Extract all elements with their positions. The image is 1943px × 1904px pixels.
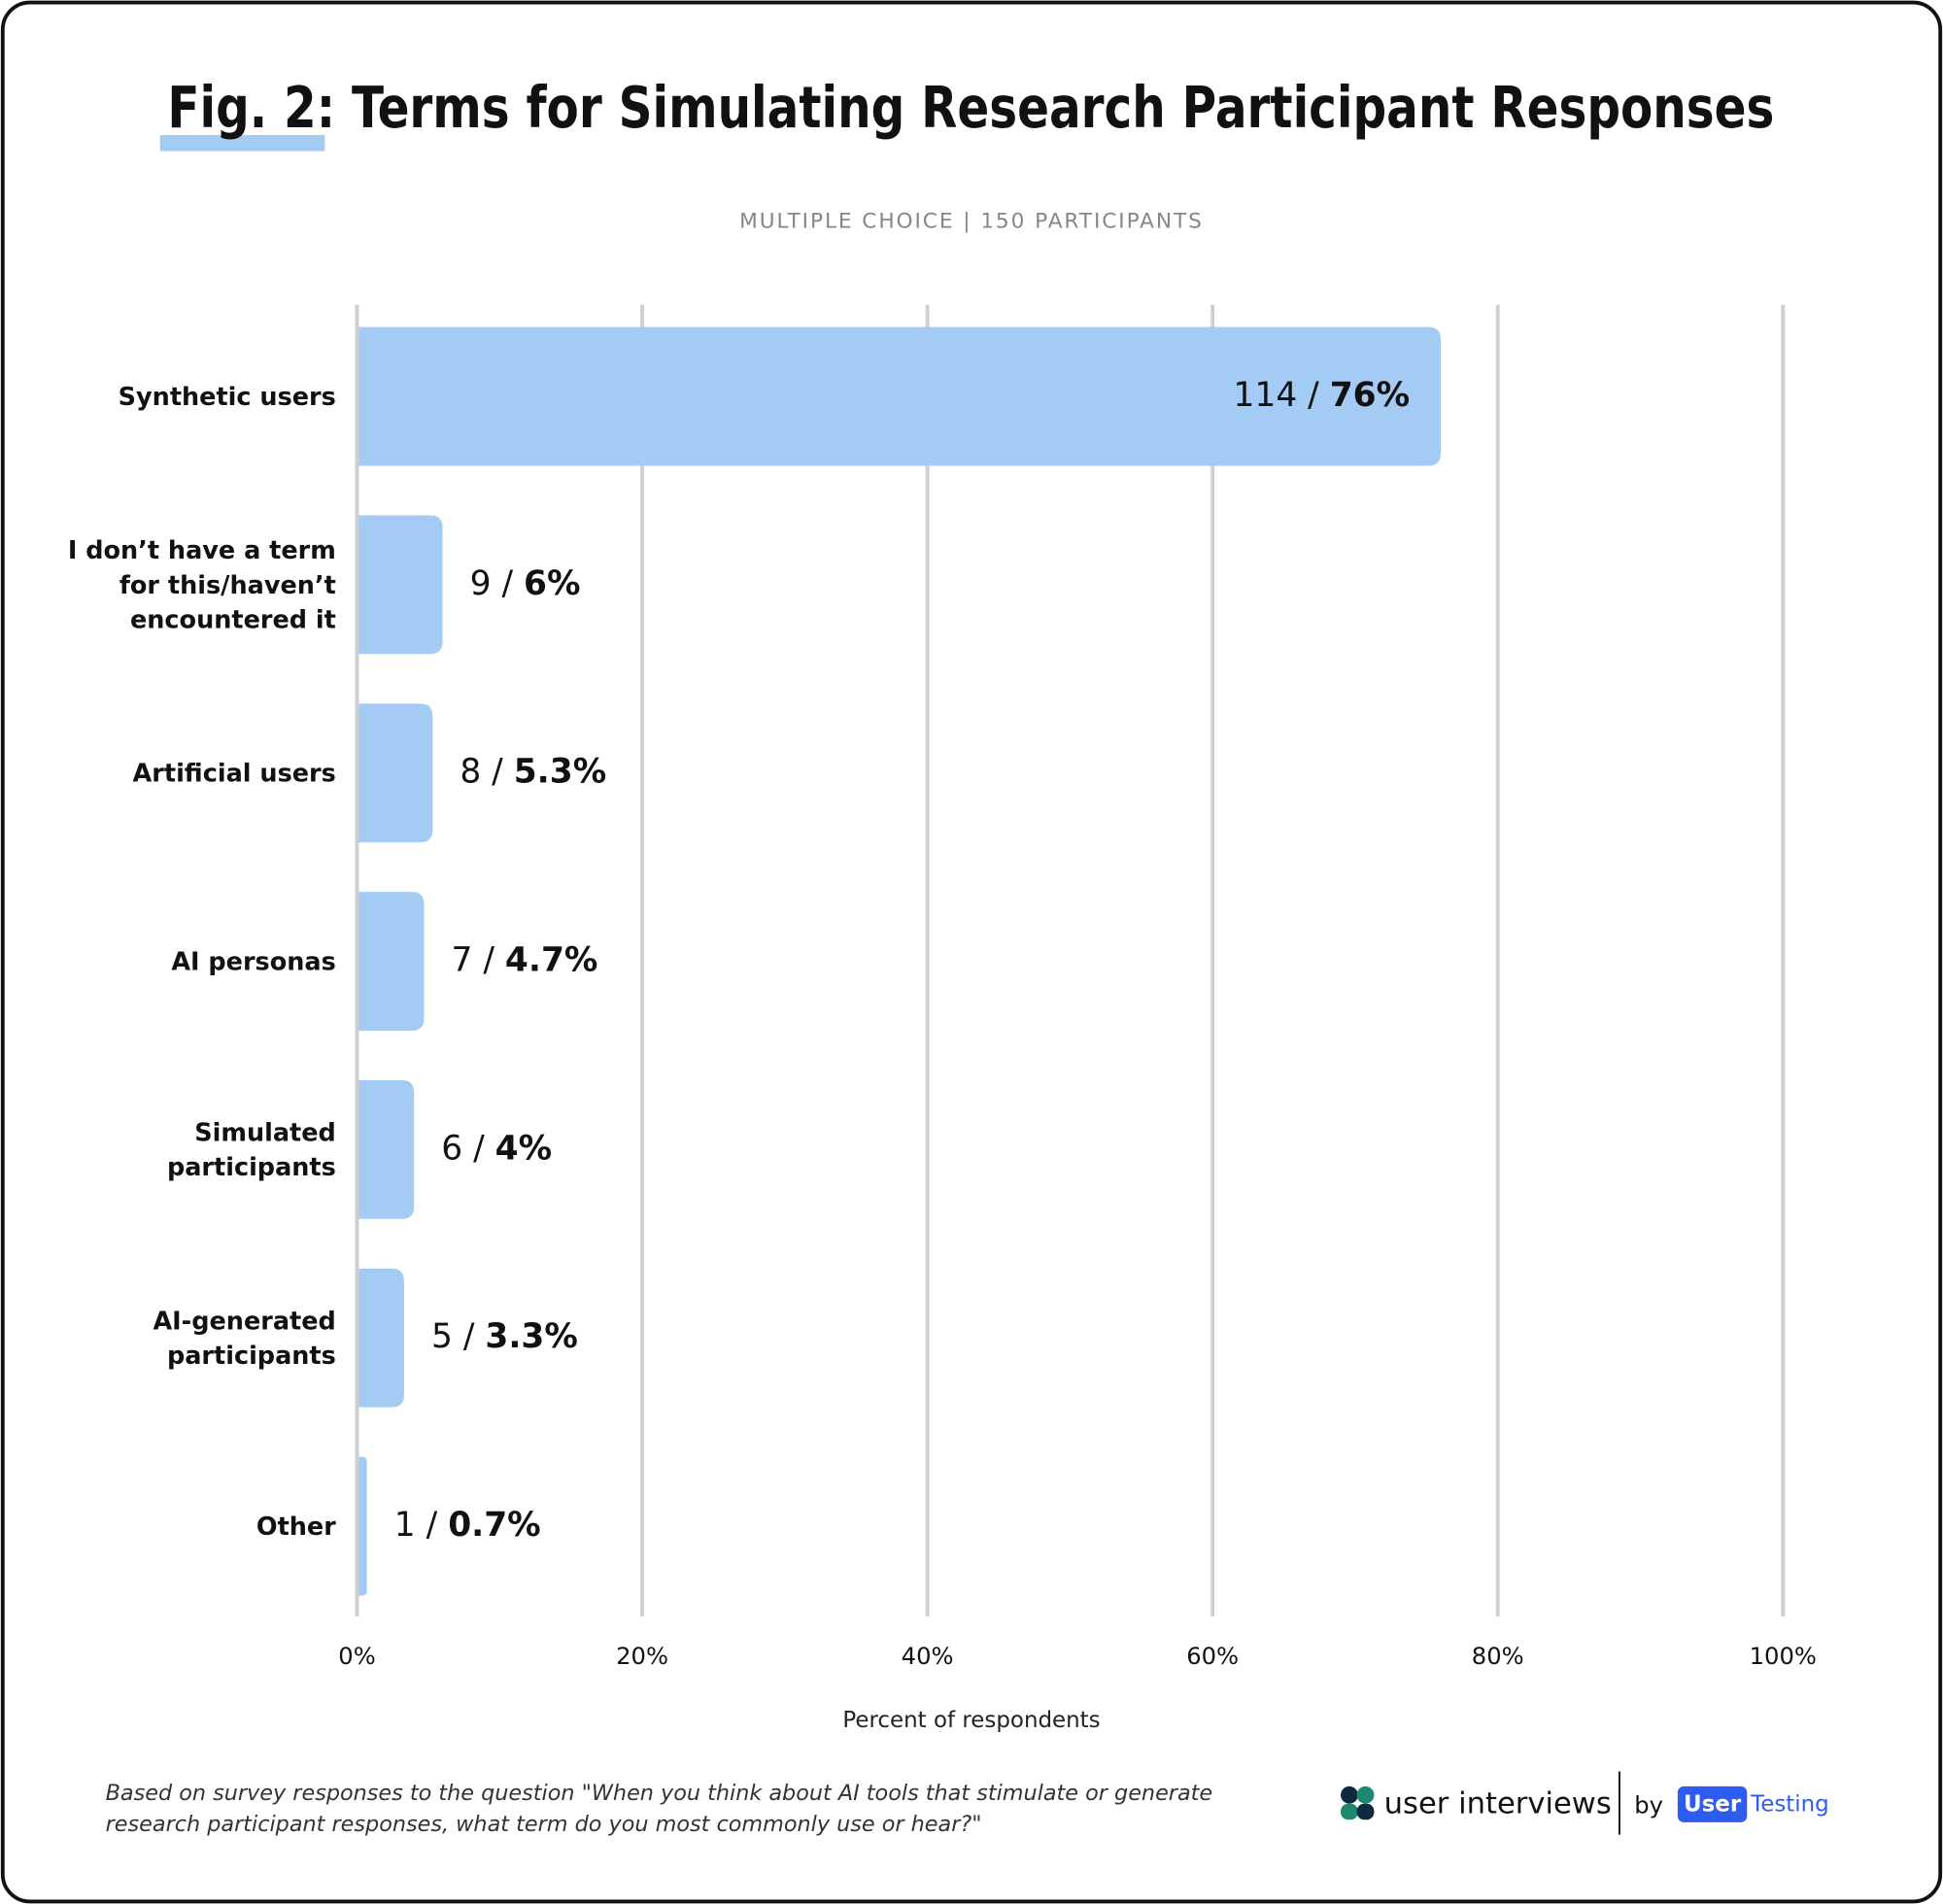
y-tick-label: Other xyxy=(256,1511,336,1542)
value-label: 6 / 4% xyxy=(441,1129,552,1168)
category-label-box: Other xyxy=(256,1511,336,1542)
logo-dot xyxy=(1341,1785,1358,1804)
chart-title: Fig. 2: Terms for Simulating Research Pa… xyxy=(167,75,1774,141)
logo-dot xyxy=(1356,1785,1375,1804)
x-tick-label: 0% xyxy=(338,1643,375,1670)
x-tick-label: 100% xyxy=(1750,1643,1817,1670)
logo-by: by xyxy=(1634,1791,1663,1819)
logo-dot xyxy=(1341,1803,1358,1820)
bar xyxy=(357,1268,404,1408)
logo-badge xyxy=(1677,1785,1748,1822)
category-label-box: I don’t have a term for this/haven’t enc… xyxy=(67,534,336,634)
logo-brand: user interviews xyxy=(1384,1786,1612,1820)
bar xyxy=(357,1079,415,1219)
y-tick-label: I don’t have a term for this/haven’t enc… xyxy=(67,534,336,634)
logo: user interviews by User Testing xyxy=(1341,1771,1829,1835)
value-label: 9 / 6% xyxy=(470,563,581,602)
footnote: Based on survey responses to the questio… xyxy=(105,1781,1213,1838)
value-label: 8 / 5.3% xyxy=(460,752,606,791)
category-label-box: Artificial users xyxy=(132,758,336,789)
x-tick-label: 20% xyxy=(616,1643,668,1670)
value-label: 5 / 3.3% xyxy=(431,1317,578,1356)
x-tick-label: 80% xyxy=(1472,1643,1524,1670)
bar xyxy=(357,703,433,843)
y-tick-label: Simulated participants xyxy=(166,1117,336,1182)
value-label: 114 / 76% xyxy=(1234,376,1411,415)
footnote-box: Based on survey responses to the questio… xyxy=(105,1781,1213,1838)
logo-dot xyxy=(1356,1803,1375,1820)
y-tick-label: Artificial users xyxy=(132,758,336,789)
x-axis-label: Percent of respondents xyxy=(842,1708,1100,1733)
category-label-box: AI-generated participants xyxy=(153,1306,336,1371)
chart-subtitle: MULTIPLE CHOICE | 150 PARTICIPANTS xyxy=(739,209,1204,233)
y-tick-label: AI personas xyxy=(171,946,336,976)
value-label: 1 / 0.7% xyxy=(394,1506,541,1545)
bar xyxy=(357,892,425,1031)
bar xyxy=(357,1456,367,1596)
bar xyxy=(357,326,1441,466)
x-tick-label: 60% xyxy=(1186,1643,1239,1670)
title-highlight xyxy=(159,134,325,152)
category-label-box: Simulated participants xyxy=(166,1117,336,1182)
y-tick-label: AI-generated participants xyxy=(153,1306,336,1371)
y-tick-label: Synthetic users xyxy=(118,381,336,412)
logo-partner-a: User xyxy=(1684,1791,1742,1817)
bar xyxy=(357,515,443,655)
category-label-box: Synthetic users xyxy=(118,381,336,412)
logo-partner-b: Testing xyxy=(1750,1791,1829,1817)
category-label-box: AI personas xyxy=(171,946,336,976)
x-tick-label: 40% xyxy=(902,1643,954,1670)
value-label: 7 / 4.7% xyxy=(452,940,598,979)
